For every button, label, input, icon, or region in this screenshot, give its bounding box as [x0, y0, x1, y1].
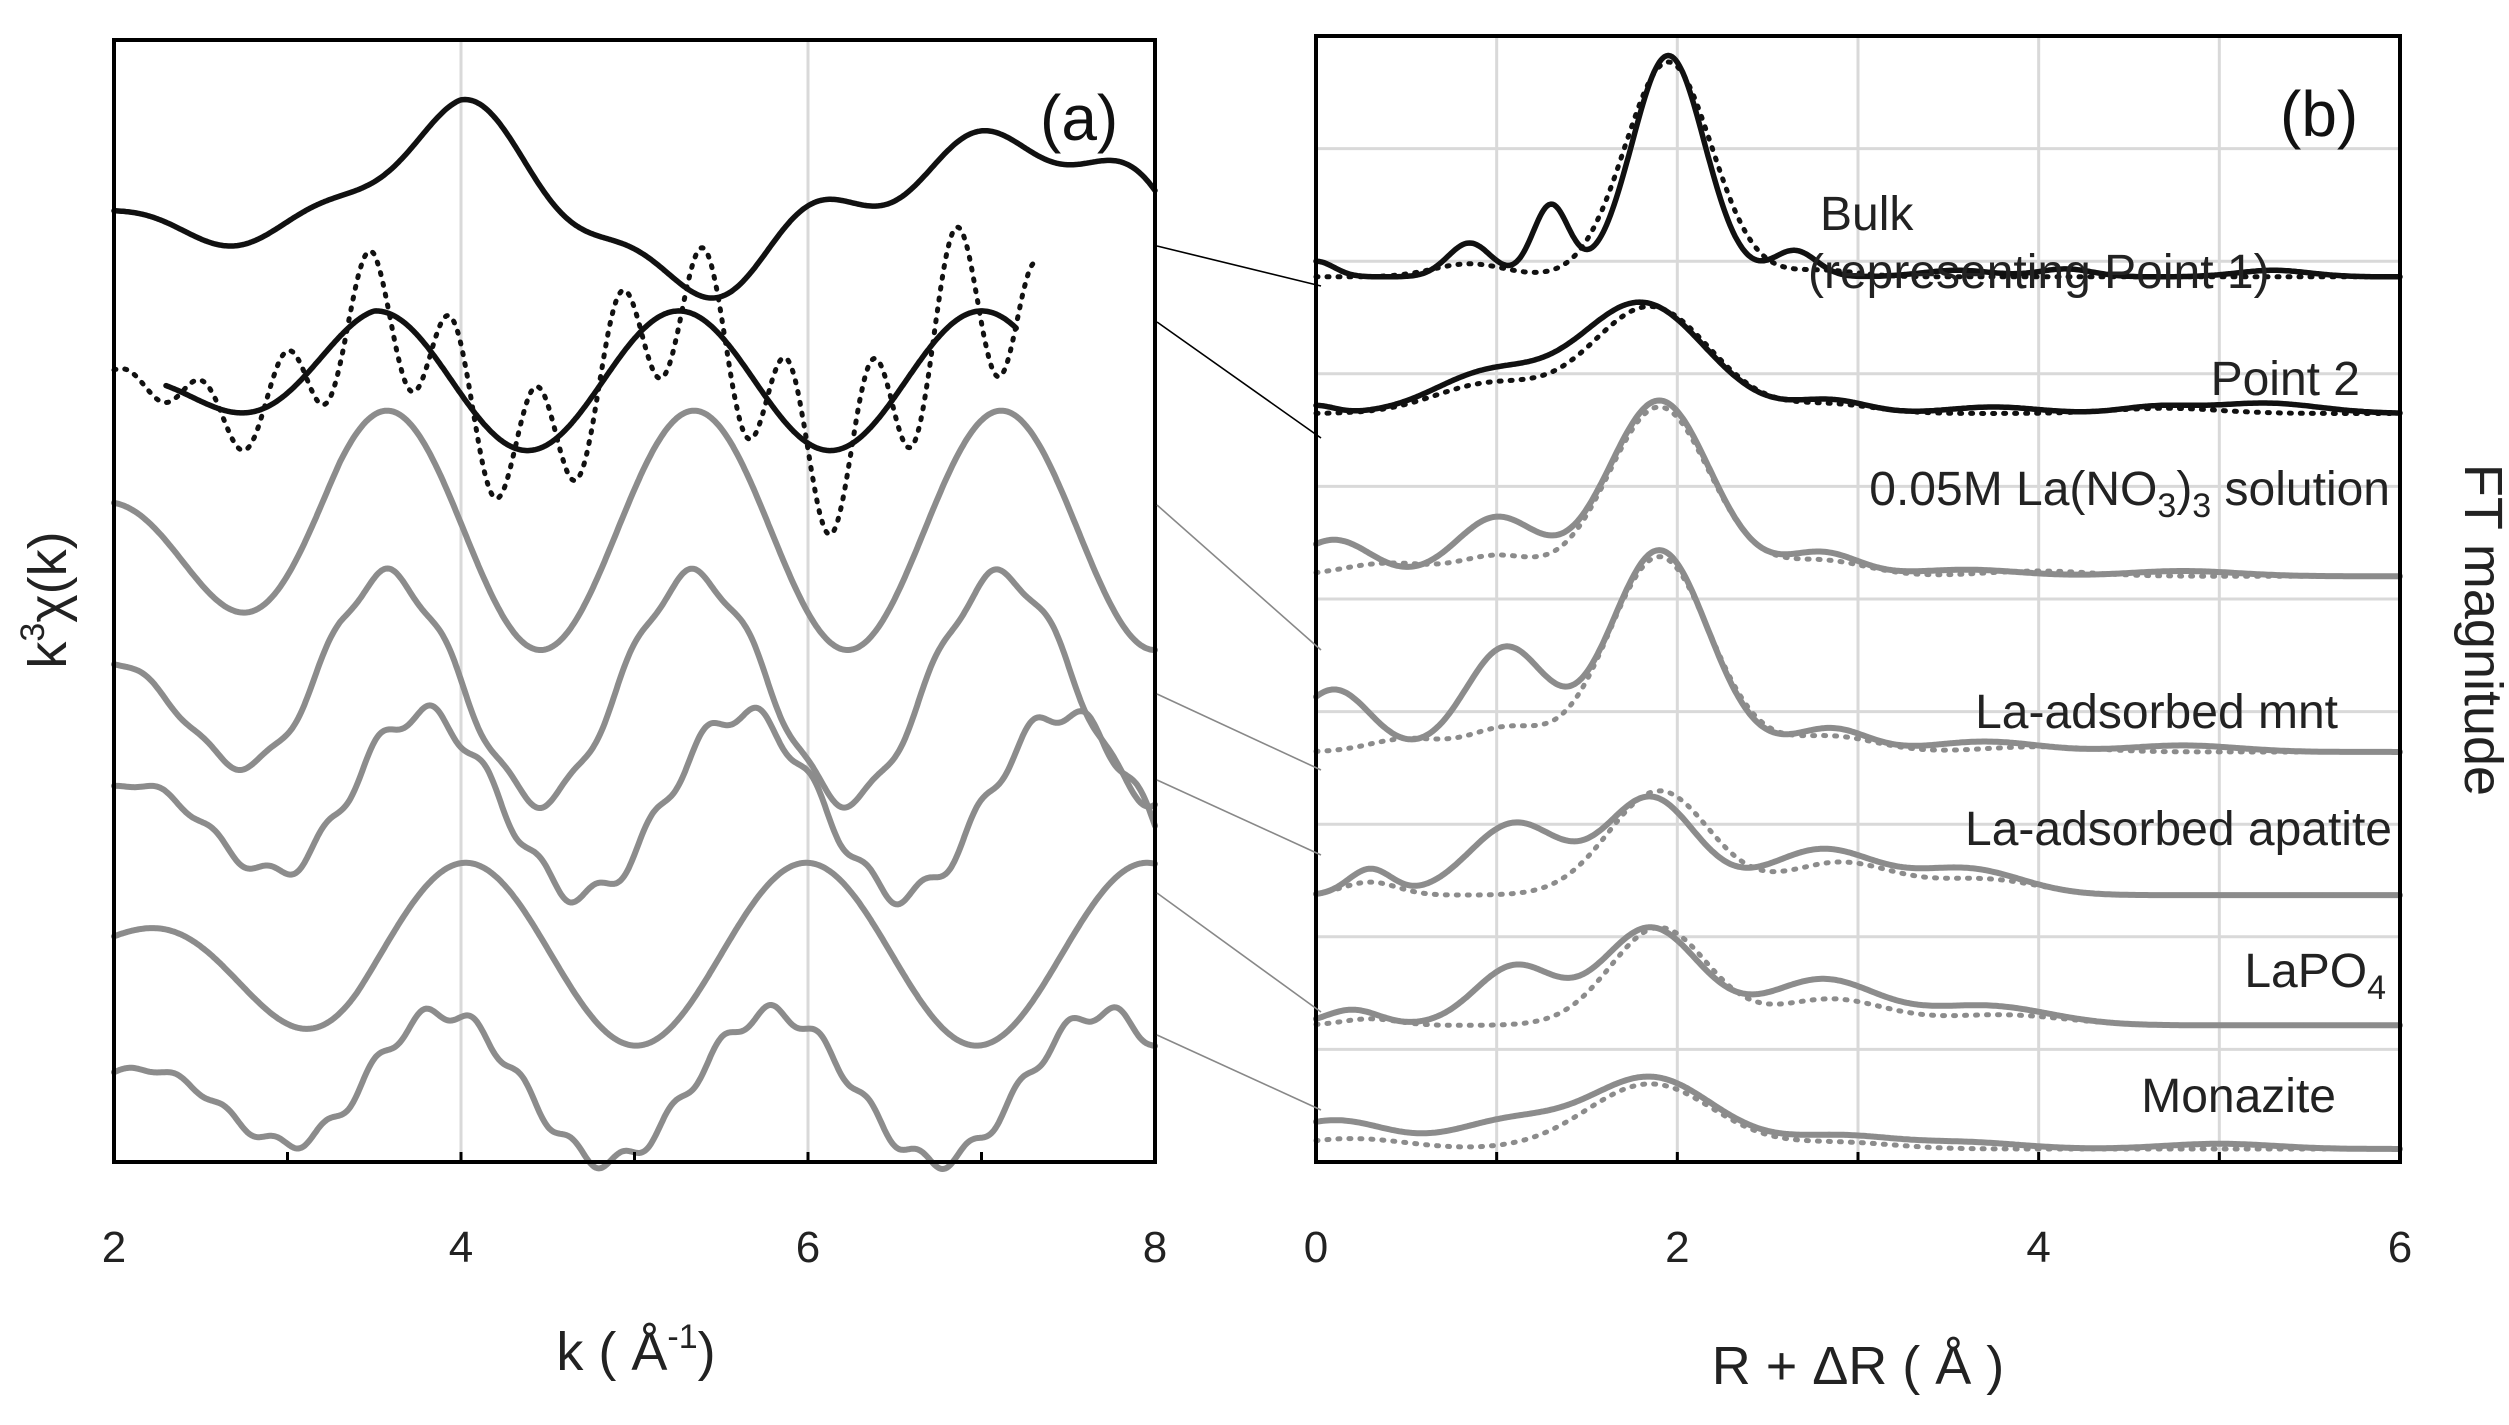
panel-b-label-monazite: Monazite	[2141, 1070, 2336, 1123]
panel-a-tick-label-6: 6	[796, 1223, 820, 1272]
panel-b-curve-la-adsorbed-mnt-fit	[1313, 554, 2403, 755]
panel-b-label-lapo4: LaPO4	[2244, 945, 2386, 1007]
panel-a-curve-bulk	[111, 96, 1158, 301]
panel-b-curve-monazite	[1313, 1073, 2403, 1152]
panel-a-curve-point-2-data	[111, 224, 1036, 537]
panel-b-curve-point-2-fit	[1313, 303, 2403, 416]
panel-b-tick-label-4: 4	[2026, 1223, 2050, 1272]
connector-line-6	[1156, 892, 1322, 1013]
panel-b-trace-labels: Bulk (representing Point 1) Point 2 0.05M L…	[1808, 188, 2392, 1123]
panel-a-curve-point-2-fit	[163, 308, 1019, 454]
panel-a-curve-0-05m-la-no3-3-solution	[111, 407, 1158, 653]
panel-b-curve-point-2	[1313, 299, 2403, 416]
panel-b-tag: (b)	[2280, 78, 2358, 150]
panel-a-tag: (a)	[1040, 82, 1118, 154]
connector-line-1	[1156, 245, 1322, 287]
panel-b-label-la-adsorbed-apatite: La-adsorbed apatite	[1965, 803, 2392, 856]
panel-a-curve-monazite	[111, 1002, 1158, 1172]
panel-a-curve-la-adsorbed-apatite	[111, 702, 1158, 908]
panel-a-curve-lapo4	[111, 859, 1158, 1049]
panel-b-curve-la-adsorbed-mnt	[1313, 547, 2403, 755]
panel-b-label-bulk: Bulk (representing Point 1)	[1808, 188, 2270, 299]
panel-b-x-ticks: 0 2 4 6	[1304, 1152, 2412, 1272]
panel-a-x-ticks: 2 4 6 8	[102, 1152, 1167, 1272]
panel-a-tick-label-4: 4	[449, 1223, 473, 1272]
panel-a-curves	[111, 96, 1158, 1172]
panel-b-tick-label-6: 6	[2388, 1223, 2412, 1272]
panel-b-tick-label-0: 0	[1304, 1223, 1328, 1272]
panel-a-chi-plot: 2 4 6 8 (a) k ( Å-1) k3χ(k)	[14, 38, 1167, 1382]
connector-line-7	[1156, 1034, 1322, 1111]
panel-b-y-axis-label: FT magnitude	[2453, 464, 2509, 796]
panel-a-tick-label-8: 8	[1143, 1223, 1167, 1272]
panel-a-curve-la-adsorbed-mnt	[111, 565, 1158, 811]
panel-a-tick-label-2: 2	[102, 1223, 126, 1272]
panel-b-ft-plot: 0 2 4 6 (b) Bulk (representing Point 1) Point…	[1304, 34, 2509, 1396]
panel-connector-lines	[1156, 245, 1322, 1111]
panel-a-x-axis-label: k ( Å-1)	[556, 1318, 715, 1382]
panel-b-label-la-adsorbed-mnt: La-adsorbed mnt	[1975, 686, 2338, 739]
panel-b-curve-0-05m-la-no3-3-solution	[1313, 397, 2403, 580]
panel-a-gridlines	[459, 40, 810, 1162]
panel-b-label-point-2: Point 2	[2211, 353, 2360, 406]
panel-b-curve-lapo4-fit	[1313, 925, 2403, 1028]
panel-b-label-0-05m-la-no3-3-solution: 0.05M La(NO3)3 solution	[1869, 463, 2390, 525]
panel-b-tick-label-2: 2	[1665, 1223, 1689, 1272]
connector-line-3	[1156, 504, 1322, 651]
panel-b-x-axis-label: R + ΔR ( Å )	[1712, 1336, 2005, 1396]
panel-b-curve-bulk-fit	[1313, 59, 2403, 280]
connector-line-4	[1156, 693, 1322, 771]
connector-line-2	[1156, 321, 1322, 439]
connector-line-5	[1156, 779, 1322, 856]
panel-a-y-axis-label: k3χ(k)	[14, 531, 78, 668]
panel-b-curve-la-adsorbed-apatite-fit	[1313, 788, 2403, 898]
panel-b-curves	[1313, 52, 2403, 1152]
panel-b-curve-bulk	[1313, 52, 2403, 280]
